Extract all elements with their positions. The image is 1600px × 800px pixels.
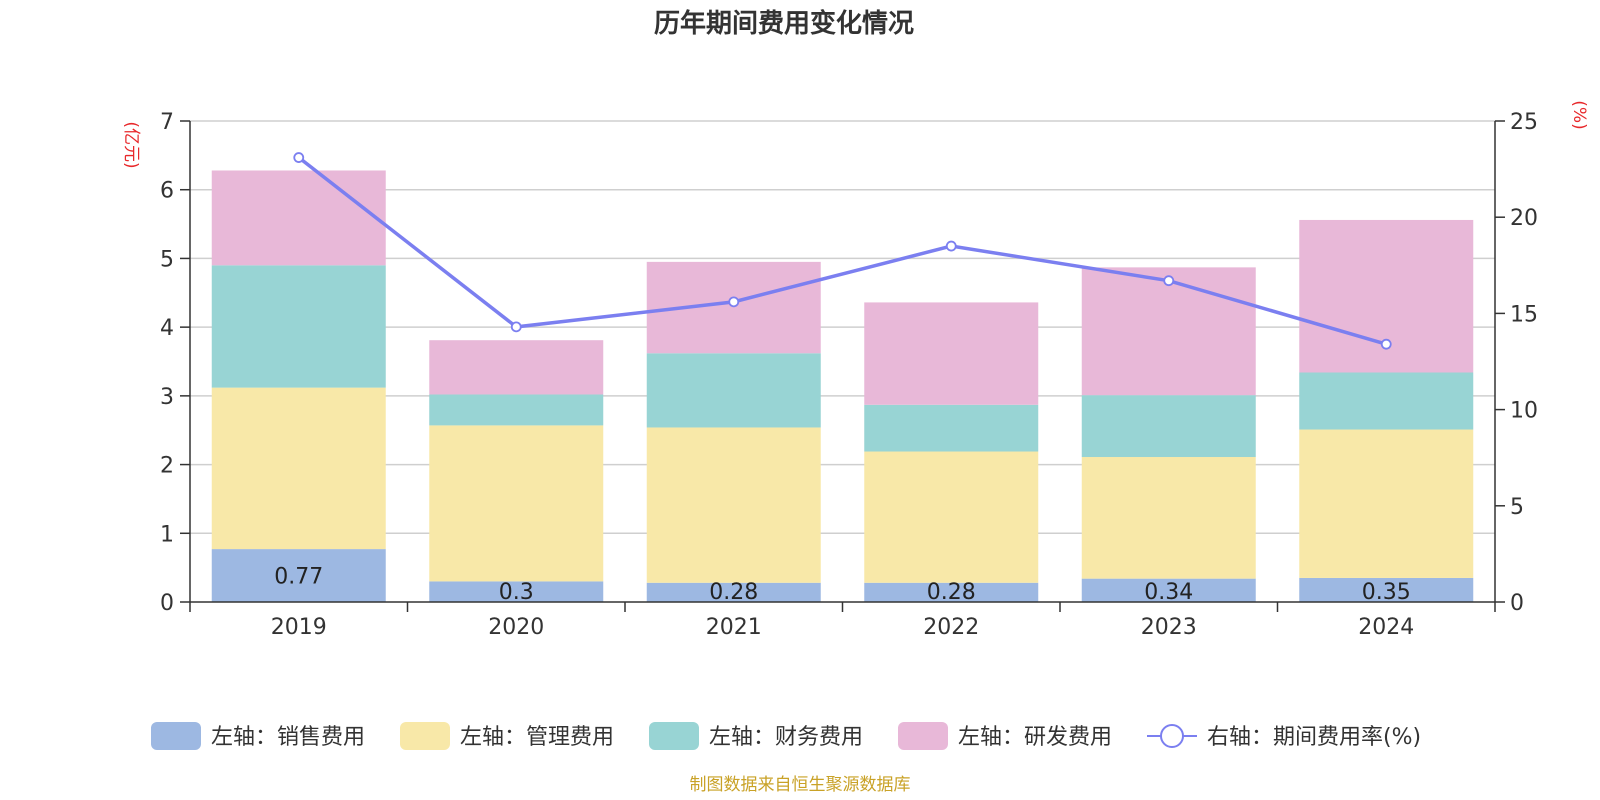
legend-swatch-0 bbox=[151, 722, 201, 750]
bar-2022-series-0 bbox=[864, 582, 1039, 602]
legend-label-line: 右轴：期间费用率(%) bbox=[1207, 725, 1421, 750]
line-series bbox=[293, 152, 1392, 350]
right-tick-label-15: 15 bbox=[1510, 302, 1538, 327]
bar-2021-series-1 bbox=[646, 427, 821, 583]
legend-label-1: 左轴：管理费用 bbox=[460, 725, 614, 750]
left-tick-label-1: 1 bbox=[160, 522, 174, 547]
left-tick-label-7: 7 bbox=[160, 110, 174, 135]
legend-label-2: 左轴：财务费用 bbox=[709, 725, 863, 750]
left-tick-label-3: 3 bbox=[160, 385, 174, 410]
data-label-2023: 0.34 bbox=[1144, 580, 1193, 605]
bar-2024-series-3 bbox=[1299, 219, 1474, 373]
line-point-2020 bbox=[510, 321, 522, 333]
left-axis-unit: (亿元) bbox=[121, 121, 141, 168]
legend-swatch-3 bbox=[898, 722, 948, 750]
legend-label-0: 左轴：销售费用 bbox=[211, 725, 365, 750]
legend-label-3: 左轴：研发费用 bbox=[958, 725, 1112, 750]
data-label-2020: 0.3 bbox=[499, 580, 534, 605]
bar-2021-series-0 bbox=[646, 582, 821, 602]
bar-2023-series-0 bbox=[1081, 578, 1256, 602]
left-tick-label-0: 0 bbox=[160, 591, 174, 616]
data-label-2019: 0.77 bbox=[274, 565, 323, 590]
bar-2024-series-0 bbox=[1299, 577, 1474, 602]
bar-2022-series-1 bbox=[864, 451, 1039, 583]
bar-2019-series-2 bbox=[211, 265, 386, 388]
right-tick-label-10: 10 bbox=[1510, 399, 1538, 424]
right-axis-unit: (%) bbox=[1569, 100, 1589, 129]
line-point-2023 bbox=[1163, 275, 1175, 287]
grid-lines bbox=[190, 120, 1495, 535]
bar-2019-series-1 bbox=[211, 387, 386, 550]
left-tick-label-2: 2 bbox=[160, 454, 174, 479]
legend: 左轴：销售费用 左轴：管理费用 左轴：财务费用 左轴：研发费用 右轴：期间费用率(%) bbox=[151, 722, 1421, 750]
line-path bbox=[297, 156, 1387, 346]
bar-2021-series-2 bbox=[646, 353, 821, 428]
data-label-2021: 0.28 bbox=[709, 580, 758, 605]
bar-2022-series-2 bbox=[864, 404, 1039, 452]
right-tick-label-25: 25 bbox=[1510, 110, 1538, 135]
left-axis-ticks: 0 1 2 3 4 5 6 7 bbox=[160, 110, 190, 616]
legend-swatch-1 bbox=[400, 722, 450, 750]
left-tick-label-5: 5 bbox=[160, 247, 174, 272]
left-tick-label-4: 4 bbox=[160, 316, 174, 341]
chart-title: 历年期间费用变化情况 bbox=[654, 8, 914, 39]
bar-2019-series-3 bbox=[211, 170, 386, 266]
bar-2023-series-2 bbox=[1081, 395, 1256, 458]
data-label-2022: 0.28 bbox=[927, 580, 976, 605]
right-tick-label-0: 0 bbox=[1510, 591, 1524, 616]
data-labels: 0.77 0.3 0.28 0.28 0.34 0.35 bbox=[274, 565, 1410, 605]
x-tick-label-2020: 2020 bbox=[488, 615, 544, 640]
bar-series bbox=[211, 170, 1474, 602]
bar-2023-series-3 bbox=[1081, 267, 1256, 396]
x-tick-label-2019: 2019 bbox=[271, 615, 327, 640]
bar-2020-series-3 bbox=[429, 340, 604, 395]
data-label-2024: 0.35 bbox=[1362, 580, 1411, 605]
legend-line-marker bbox=[1160, 724, 1184, 748]
line-point-2022 bbox=[945, 240, 957, 252]
bar-2023-series-1 bbox=[1081, 457, 1256, 579]
left-tick-label-6: 6 bbox=[160, 179, 174, 204]
bar-2019-series-0 bbox=[211, 549, 386, 602]
x-tick-label-2021: 2021 bbox=[706, 615, 762, 640]
bar-2024-series-1 bbox=[1299, 429, 1474, 578]
line-point-2019 bbox=[293, 152, 305, 163]
right-tick-label-20: 20 bbox=[1510, 206, 1538, 231]
x-tick-label-2023: 2023 bbox=[1141, 615, 1197, 640]
source-note: 制图数据来自恒生聚源数据库 bbox=[690, 775, 911, 795]
bar-2022-series-3 bbox=[864, 302, 1039, 405]
x-axis-ticks: 2019 2020 2021 2022 2023 2024 bbox=[189, 602, 1496, 640]
x-tick-label-2024: 2024 bbox=[1358, 615, 1414, 640]
right-tick-label-5: 5 bbox=[1510, 495, 1524, 520]
bar-2020-series-2 bbox=[429, 394, 604, 426]
bar-2024-series-2 bbox=[1299, 372, 1474, 430]
x-tick-label-2022: 2022 bbox=[923, 615, 979, 640]
legend-swatch-2 bbox=[649, 722, 699, 750]
right-axis-ticks: 0 5 10 15 20 25 bbox=[1495, 110, 1538, 616]
line-point-2024 bbox=[1380, 338, 1392, 350]
line-point-2021 bbox=[728, 296, 740, 308]
bar-2020-series-0 bbox=[429, 581, 604, 602]
bar-2020-series-1 bbox=[429, 425, 604, 582]
